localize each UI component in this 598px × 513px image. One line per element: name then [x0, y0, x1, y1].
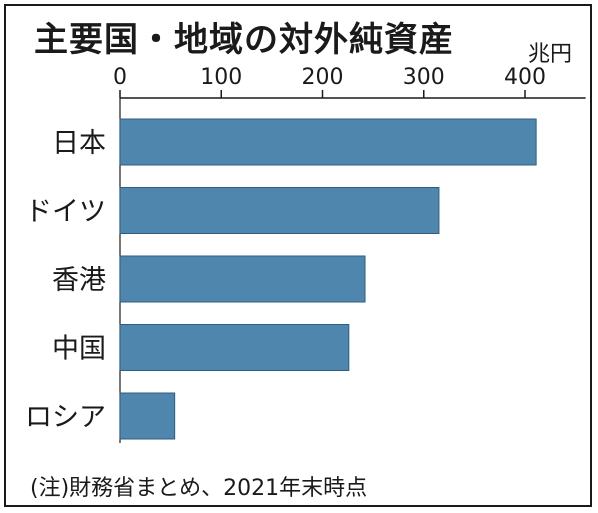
bar: [119, 324, 350, 371]
chart-title: 主要国・地域の対外純資産: [34, 20, 454, 60]
bar: [119, 118, 537, 166]
category-label: ドイツ: [25, 197, 106, 228]
category-label: 日本: [52, 128, 106, 159]
x-tick-label: 400: [504, 65, 546, 90]
category-label: 中国: [52, 334, 106, 365]
bars: [119, 118, 537, 440]
category-label: ロシア: [25, 402, 106, 433]
source-note: (注)財務省まとめ、2021年末時点: [30, 476, 368, 501]
x-tick-label: 0: [113, 65, 127, 90]
bar: [119, 392, 176, 440]
x-tick-label: 200: [302, 65, 344, 90]
x-tick-label: 100: [200, 65, 242, 90]
axis-unit-label: 兆円: [528, 42, 573, 67]
x-tick-label: 300: [403, 65, 445, 90]
bar: [119, 187, 440, 234]
bar: [119, 255, 366, 303]
category-label: 香港: [52, 265, 106, 296]
